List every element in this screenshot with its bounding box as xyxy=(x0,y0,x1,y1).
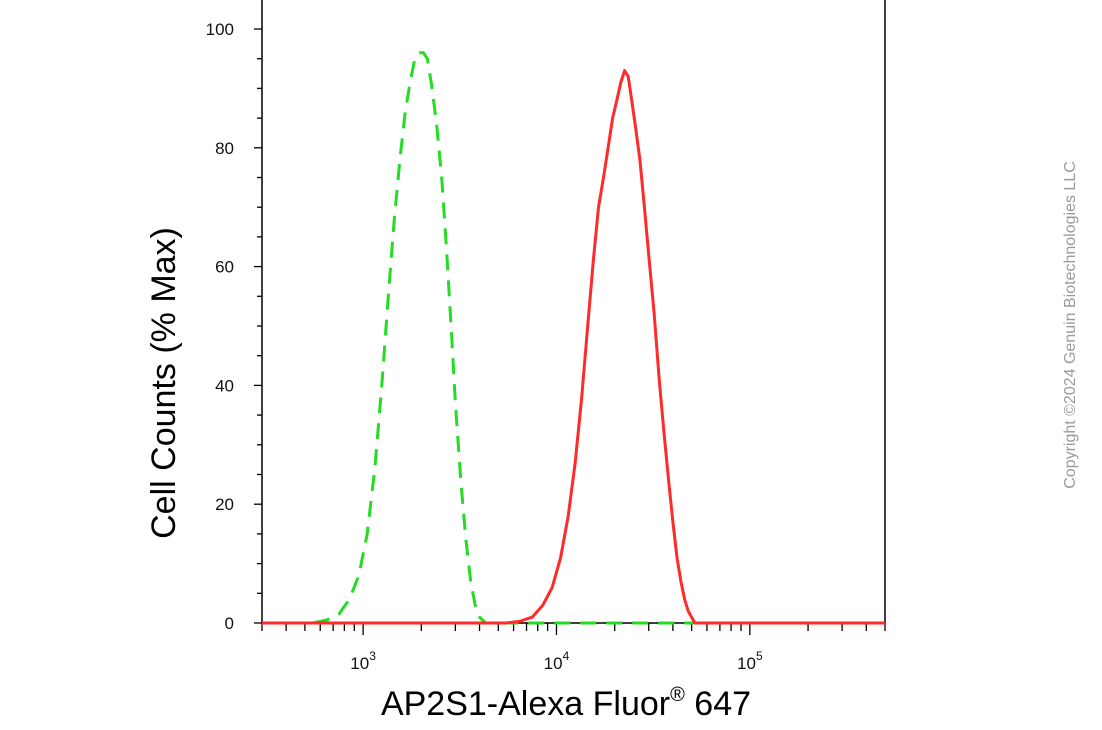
x-axis-ticks: 103 104 105 xyxy=(261,623,886,673)
x-tick-label-exponent: 3 xyxy=(369,649,376,663)
series-1-curve xyxy=(262,51,885,625)
x-tick-label: 103 xyxy=(350,649,376,673)
x-axis-title-registered-mark: ® xyxy=(670,684,685,706)
y-axis-title: Cell Counts (% Max) xyxy=(145,227,183,539)
x-tick-label-exponent: 4 xyxy=(563,649,570,663)
series-2-curve xyxy=(262,69,885,625)
copyright-watermark: Copyright ©2024 Genuin Biotechnologies L… xyxy=(1062,161,1079,489)
x-tick-label-exponent: 5 xyxy=(756,649,763,663)
x-axis-title-main: AP2S1-Alexa Fluor xyxy=(381,685,670,723)
x-axis-title-suffix: 647 xyxy=(685,685,751,723)
plot-area xyxy=(261,0,886,624)
y-tick-label: 40 xyxy=(215,376,234,395)
x-axis-title: AP2S1-Alexa Fluor® 647 xyxy=(381,684,751,723)
y-tick-label: 20 xyxy=(215,495,234,514)
x-tick-label-base: 10 xyxy=(544,654,563,673)
x-tick-label: 104 xyxy=(544,649,570,673)
y-axis-ticks: 0 20 40 60 80 100 xyxy=(206,20,262,633)
x-tick-label-base: 10 xyxy=(737,654,756,673)
y-tick-label: 60 xyxy=(215,258,234,277)
x-tick-label: 105 xyxy=(737,649,763,673)
series-layer xyxy=(262,51,885,625)
y-tick-label: 0 xyxy=(225,614,234,633)
y-tick-label: 100 xyxy=(206,20,234,39)
x-tick-label-base: 10 xyxy=(350,654,369,673)
y-tick-label: 80 xyxy=(215,139,234,158)
